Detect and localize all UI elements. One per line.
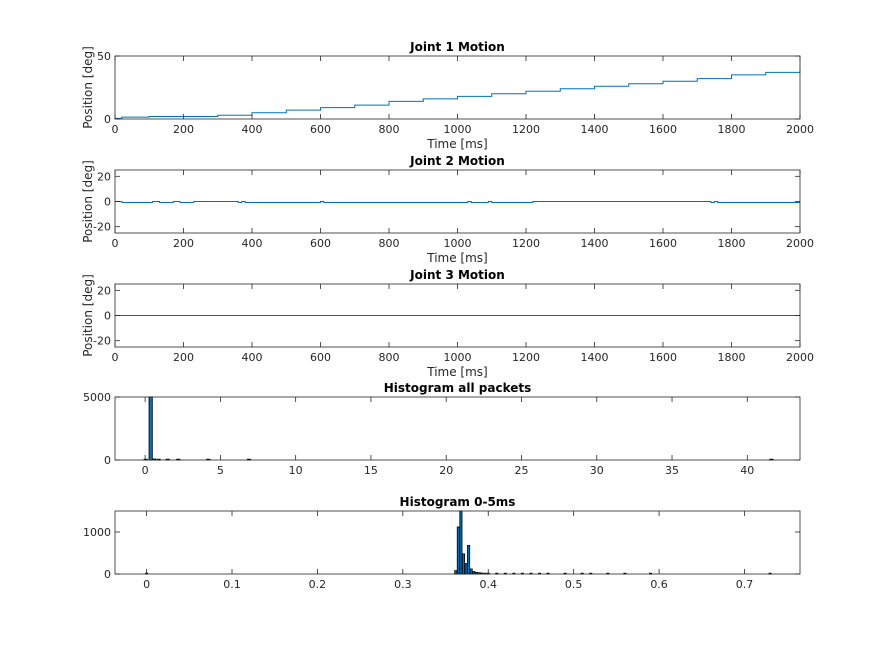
y-tick-label: 1000 (83, 526, 111, 539)
x-tick-label: 1400 (581, 351, 609, 364)
x-tick-label: 30 (590, 464, 604, 477)
x-tick-label: 0.2 (309, 578, 327, 591)
x-tick-label: 1000 (444, 123, 472, 136)
axes-title: Joint 3 Motion (409, 268, 505, 282)
series-line-1 (115, 201, 800, 204)
x-tick-label: 800 (379, 351, 400, 364)
x-tick-label: 0 (112, 237, 119, 250)
x-tick-label: 400 (242, 351, 263, 364)
x-tick-label: 1400 (581, 237, 609, 250)
x-tick-label: 1800 (718, 123, 746, 136)
histogram-bar (469, 568, 473, 575)
histogram-bar (459, 510, 463, 575)
x-tick-label: 20 (439, 464, 453, 477)
x-tick-label: 2000 (786, 237, 814, 250)
histogram-bar (454, 570, 458, 575)
x-tick-label: 600 (310, 123, 331, 136)
x-tick-label: 1600 (649, 123, 677, 136)
y-axis-label: Position [deg] (81, 160, 95, 243)
x-tick-label: 35 (665, 464, 679, 477)
x-tick-label: 1600 (649, 237, 677, 250)
x-tick-label: 1600 (649, 351, 677, 364)
x-tick-label: 1800 (718, 351, 746, 364)
axes-title: Histogram all packets (384, 381, 532, 395)
x-tick-label: 0 (112, 123, 119, 136)
x-tick-label: 15 (364, 464, 378, 477)
x-tick-label: 1200 (512, 237, 540, 250)
axes-box (114, 510, 801, 575)
x-axis-label: Time [ms] (426, 137, 488, 151)
x-tick-label: 600 (310, 237, 331, 250)
x-tick-label: 1000 (444, 237, 472, 250)
x-tick-label: 200 (173, 351, 194, 364)
x-tick-label: 1000 (444, 351, 472, 364)
x-tick-label: 0.3 (394, 578, 412, 591)
axes-title: Joint 2 Motion (409, 154, 505, 168)
x-tick-label: 25 (514, 464, 528, 477)
y-tick-label: 0 (104, 454, 111, 467)
x-tick-label: 1200 (512, 123, 540, 136)
axes-box (114, 55, 801, 120)
y-axis-label: Position [deg] (81, 274, 95, 357)
x-tick-label: 400 (242, 237, 263, 250)
axes-box (114, 396, 801, 461)
x-tick-label: 0.1 (223, 578, 241, 591)
x-tick-label: 0.5 (565, 578, 583, 591)
x-tick-label: 40 (740, 464, 754, 477)
axes-4: 0 5 10 15 20 25 30 35 40 0 5000 Histogram all packe… (83, 381, 801, 477)
x-axis-label: Time [ms] (426, 251, 488, 265)
y-tick-label: -20 (93, 335, 111, 348)
x-tick-label: 5 (217, 464, 224, 477)
x-tick-label: 0.7 (736, 578, 754, 591)
x-tick-label: 1200 (512, 351, 540, 364)
y-tick-label: 0 (104, 196, 111, 209)
histogram-bar (148, 396, 153, 461)
x-tick-label: 10 (289, 464, 303, 477)
x-tick-label: 0.6 (650, 578, 668, 591)
y-axis-label: Position [deg] (81, 46, 95, 129)
x-tick-label: 0 (142, 464, 149, 477)
axes-title: Joint 1 Motion (409, 40, 505, 54)
x-tick-label: 1800 (718, 237, 746, 250)
y-tick-label: 20 (97, 284, 111, 297)
y-tick-label: 50 (97, 50, 111, 63)
x-tick-label: 600 (310, 351, 331, 364)
x-tick-label: 0 (143, 578, 150, 591)
x-tick-label: 2000 (786, 123, 814, 136)
x-tick-label: 1400 (581, 123, 609, 136)
histogram-bar (464, 563, 468, 575)
x-axis-label: Time [ms] (426, 365, 488, 379)
series-line-1 (115, 68, 801, 119)
histogram-bar (467, 545, 471, 575)
y-tick-label: -20 (93, 221, 111, 234)
x-tick-label: 200 (173, 237, 194, 250)
histogram-bar (456, 526, 460, 575)
x-tick-label: 400 (242, 123, 263, 136)
axes-5: 0 0.1 0.2 0.3 0.4 0.5 0.6 0.7 0 1000 Histogram 0-5… (83, 495, 801, 591)
axes-title: Histogram 0-5ms (400, 495, 516, 509)
y-tick-label: 0 (104, 113, 111, 126)
x-tick-label: 0 (112, 351, 119, 364)
x-tick-label: 800 (379, 237, 400, 250)
x-tick-label: 200 (173, 123, 194, 136)
histogram-bar (461, 553, 465, 575)
y-tick-label: 5000 (83, 391, 111, 404)
axes-1: 0 200 400 600 800 1000 1200 1400 1600 1800 2000 0 50… (81, 40, 814, 151)
y-tick-label: 0 (104, 310, 111, 323)
y-tick-label: 0 (104, 568, 111, 581)
x-tick-label: 800 (379, 123, 400, 136)
x-tick-label: 0.4 (479, 578, 497, 591)
x-tick-label: 2000 (786, 351, 814, 364)
y-tick-label: 20 (97, 170, 111, 183)
axes-2: 0 200 400 600 800 1000 1200 1400 1600 1800 2000-20… (81, 154, 814, 265)
axes-3: 0 200 400 600 800 1000 1200 1400 1600 1800 2000-20… (81, 268, 814, 379)
